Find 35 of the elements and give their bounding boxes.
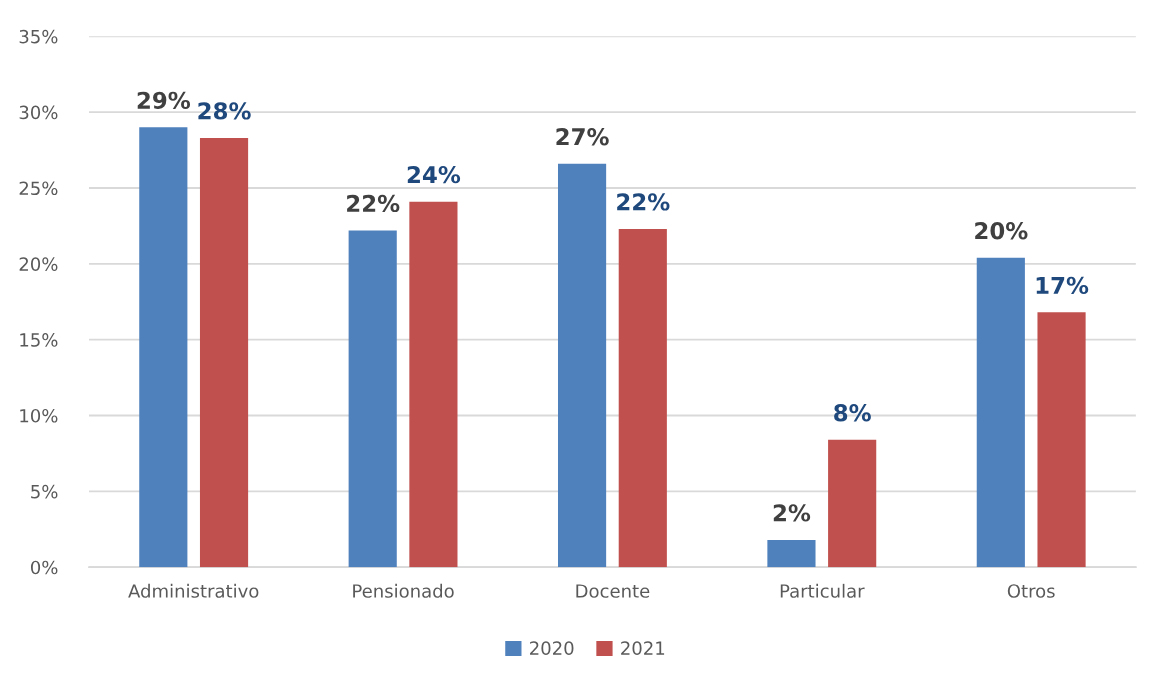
bar bbox=[199, 137, 249, 568]
data-label: 27% bbox=[556, 128, 609, 146]
bar bbox=[828, 439, 877, 568]
y-tick-label: 10% bbox=[20, 408, 58, 423]
x-tick-label: Administrativo bbox=[128, 583, 259, 598]
bar bbox=[409, 201, 458, 568]
y-tick-label: 15% bbox=[20, 333, 58, 347]
data-label: 22% bbox=[617, 193, 670, 211]
y-tick-label: 0% bbox=[30, 560, 58, 575]
data-label: 29% bbox=[137, 91, 191, 109]
data-label: 8% bbox=[834, 404, 871, 422]
bar bbox=[558, 163, 607, 568]
y-tick-label: 25% bbox=[19, 181, 58, 196]
data-label: 28% bbox=[198, 102, 251, 120]
bar bbox=[348, 230, 397, 568]
y-tick-label: 35% bbox=[19, 29, 58, 44]
legend-label: 2020 bbox=[530, 641, 574, 655]
data-label: 24% bbox=[407, 165, 461, 184]
data-label: 2% bbox=[773, 504, 811, 522]
y-tick-label: 30% bbox=[19, 105, 58, 120]
bar bbox=[767, 539, 816, 568]
bar bbox=[139, 127, 188, 568]
y-tick-label: 5% bbox=[31, 484, 58, 499]
x-tick-label: Docente bbox=[576, 584, 650, 598]
data-label: 20% bbox=[975, 222, 1028, 240]
data-label: 17% bbox=[1036, 276, 1089, 295]
x-tick-label: Pensionado bbox=[353, 583, 454, 598]
bar bbox=[618, 228, 667, 568]
y-tick-label: 20% bbox=[19, 257, 58, 271]
bar bbox=[976, 257, 1025, 568]
legend-label: 2021 bbox=[621, 641, 665, 655]
bar bbox=[1037, 312, 1086, 568]
data-label: 22% bbox=[347, 194, 400, 213]
x-tick-label: Otros bbox=[1007, 584, 1055, 598]
x-tick-label: Particular bbox=[780, 583, 865, 598]
